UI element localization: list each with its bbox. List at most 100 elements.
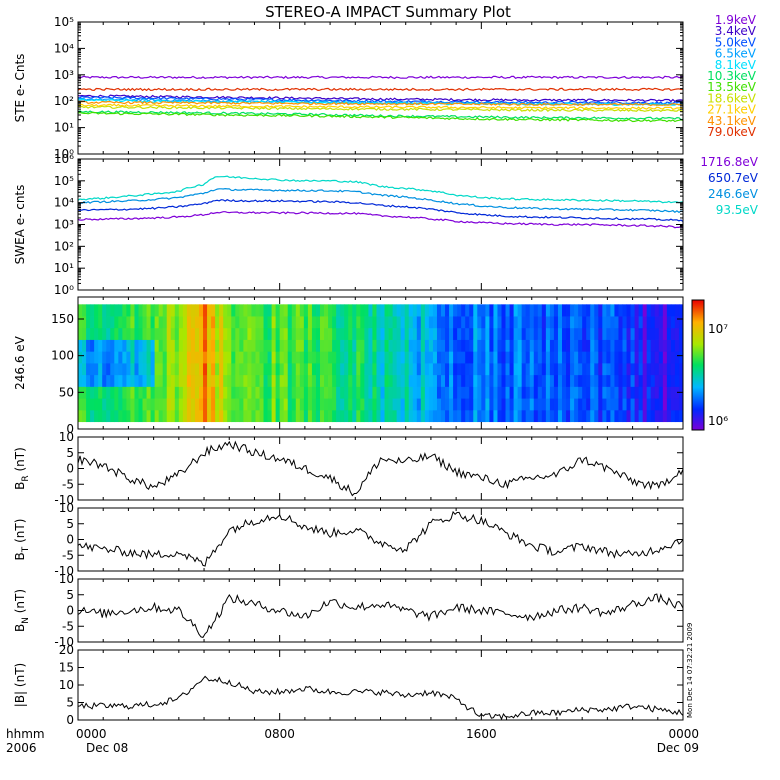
pad-cell <box>436 316 442 329</box>
pad-cell <box>199 339 204 352</box>
pad-cell <box>98 386 103 399</box>
pad-cell <box>541 386 547 399</box>
pad-cell <box>372 363 377 376</box>
pad-cell <box>513 316 519 329</box>
pad-cell <box>574 327 579 340</box>
pad-cell <box>404 398 410 411</box>
pad-cell <box>344 409 349 423</box>
pad-cell <box>646 374 652 387</box>
pad-cell <box>182 316 188 329</box>
pad-cell <box>287 374 293 387</box>
pad-cell <box>102 351 107 364</box>
pad-cell <box>436 363 442 376</box>
pad-cell <box>541 351 547 364</box>
pad-cell <box>267 363 272 376</box>
pad-cell <box>598 351 603 364</box>
pad-cell <box>376 304 381 317</box>
pad-cell <box>525 363 531 376</box>
pad-cell <box>529 304 535 317</box>
pad-cell <box>178 304 184 317</box>
pad-cell <box>227 363 232 376</box>
pad-cell <box>634 316 640 329</box>
pad-cell <box>650 374 656 387</box>
pad-cell <box>477 351 482 364</box>
pad-cell <box>610 351 615 364</box>
pad-cell <box>271 316 277 329</box>
pad-cell <box>86 386 91 399</box>
pad-cell <box>428 304 434 317</box>
pad-cell <box>215 398 220 411</box>
pad-cell <box>505 316 510 329</box>
pad-cell <box>469 304 474 317</box>
pad-cell <box>497 386 502 399</box>
pad-cell <box>477 304 482 317</box>
pad-cell <box>453 398 458 411</box>
pad-cell <box>574 351 579 364</box>
bmag-ytick-label: 5 <box>66 696 74 710</box>
pad-cell <box>194 351 200 364</box>
pad-cell <box>562 316 567 329</box>
pad-cell <box>666 304 672 317</box>
pad-cell <box>126 374 131 387</box>
pad-cell <box>674 363 680 376</box>
colorbar-label-low: 10⁶ <box>708 414 728 428</box>
pad-cell <box>404 374 410 387</box>
pad-cell <box>311 374 317 387</box>
pad-cell <box>364 339 369 352</box>
pad-cell <box>670 409 676 423</box>
pad-cell <box>295 351 301 364</box>
pad-cell <box>594 304 599 317</box>
pad-cell <box>618 409 623 423</box>
pad-cell <box>630 339 635 352</box>
pad-cell <box>557 363 563 376</box>
pad-cell <box>533 339 539 352</box>
pad-cell <box>247 351 252 364</box>
pad-cell <box>134 374 139 387</box>
pad-cell <box>328 374 333 387</box>
pad-cell <box>445 327 450 340</box>
swea-ytick-label: 10⁰ <box>54 283 74 297</box>
pad-cell <box>501 398 506 411</box>
pad-cell <box>102 386 107 399</box>
pad-cell <box>291 304 297 317</box>
pad-cell <box>170 386 176 399</box>
pad-cell <box>368 339 373 352</box>
pad-cell <box>493 339 498 352</box>
pad-cell <box>436 351 442 364</box>
pad-cell <box>251 351 256 364</box>
pad-cell <box>610 374 615 387</box>
pad-cell <box>243 351 248 364</box>
pad-cell <box>658 386 664 399</box>
pad-cell <box>557 398 563 411</box>
pad-cell <box>445 351 450 364</box>
pad-cell <box>441 351 446 364</box>
pad-cell <box>582 363 587 376</box>
pad-cell <box>658 327 664 340</box>
pad-cell <box>98 398 103 411</box>
pad-cell <box>207 339 212 352</box>
pad-cell <box>453 304 458 317</box>
pad-cell <box>86 351 91 364</box>
pad-cell <box>263 351 268 364</box>
pad-cell <box>299 339 305 352</box>
pad-cell <box>477 339 482 352</box>
pad-cell <box>203 398 208 411</box>
pad-cell <box>392 351 398 364</box>
pad-cell <box>553 409 559 423</box>
pad-cell <box>295 398 301 411</box>
pad-cell <box>215 339 220 352</box>
pad-cell <box>320 316 325 329</box>
pad-cell <box>638 327 644 340</box>
pad-cell <box>259 374 264 387</box>
pad-cell <box>566 351 571 364</box>
pad-cell <box>436 304 442 317</box>
pad-cell <box>243 327 248 340</box>
pad-cell <box>194 363 200 376</box>
pad-cell <box>90 409 95 423</box>
pad-cell <box>336 386 341 399</box>
pad-cell <box>674 327 680 340</box>
pad-cell <box>562 327 567 340</box>
pad-cell <box>324 339 329 352</box>
pad-cell <box>493 398 498 411</box>
